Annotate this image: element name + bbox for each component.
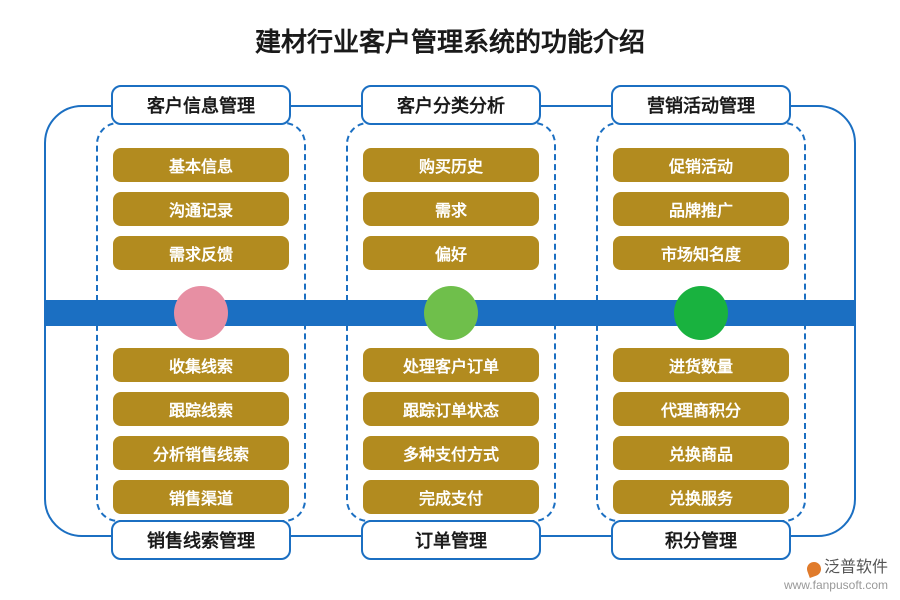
item-c2-top-2: 需求 (363, 192, 539, 226)
item-c3-top-1: 促销活动 (613, 148, 789, 182)
header-label-3: 营销活动管理 (611, 85, 791, 125)
item-c2-bot-4: 完成支付 (363, 480, 539, 514)
item-c1-bot-4: 销售渠道 (113, 480, 289, 514)
item-c1-bot-2: 跟踪线索 (113, 392, 289, 426)
footer-label-1: 销售线索管理 (111, 520, 291, 560)
circle-1 (174, 286, 228, 340)
item-c2-bot-1: 处理客户订单 (363, 348, 539, 382)
item-c3-top-2: 品牌推广 (613, 192, 789, 226)
circle-2 (424, 286, 478, 340)
page-title: 建材行业客户管理系统的功能介绍 (0, 0, 900, 59)
item-c2-top-3: 偏好 (363, 236, 539, 270)
item-c1-top-2: 沟通记录 (113, 192, 289, 226)
header-label-2: 客户分类分析 (361, 85, 541, 125)
item-c1-bot-3: 分析销售线索 (113, 436, 289, 470)
circle-3 (674, 286, 728, 340)
item-c3-top-3: 市场知名度 (613, 236, 789, 270)
watermark-brand: 泛普软件 (824, 559, 888, 576)
item-c3-bot-2: 代理商积分 (613, 392, 789, 426)
item-c1-top-1: 基本信息 (113, 148, 289, 182)
item-c2-top-1: 购买历史 (363, 148, 539, 182)
item-c3-bot-4: 兑换服务 (613, 480, 789, 514)
item-c1-top-3: 需求反馈 (113, 236, 289, 270)
footer-label-2: 订单管理 (361, 520, 541, 560)
item-c1-bot-1: 收集线索 (113, 348, 289, 382)
watermark-logo-icon (805, 560, 823, 578)
footer-label-3: 积分管理 (611, 520, 791, 560)
item-c2-bot-2: 跟踪订单状态 (363, 392, 539, 426)
item-c2-bot-3: 多种支付方式 (363, 436, 539, 470)
item-c3-bot-1: 进货数量 (613, 348, 789, 382)
watermark-url: www.fanpusoft.com (784, 578, 888, 592)
item-c3-bot-3: 兑换商品 (613, 436, 789, 470)
header-label-1: 客户信息管理 (111, 85, 291, 125)
watermark: 泛普软件 www.fanpusoft.com (784, 558, 888, 592)
